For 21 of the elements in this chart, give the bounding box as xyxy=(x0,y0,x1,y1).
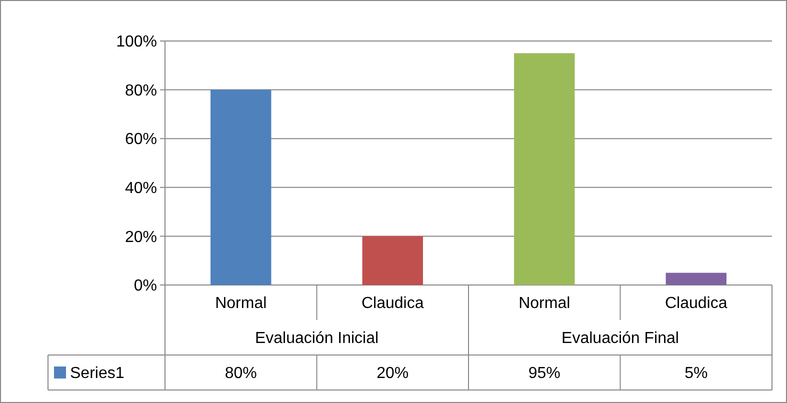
y-tick-label: 80% xyxy=(124,82,157,100)
x-tick-label: Normal xyxy=(518,295,570,312)
bar xyxy=(210,90,272,285)
y-tick-label: 100% xyxy=(116,34,157,51)
x-tick-label: Normal xyxy=(215,295,267,312)
bar xyxy=(514,53,575,285)
text: Evaluación Final xyxy=(562,330,679,348)
bar xyxy=(666,272,726,285)
legend-label: Series1 xyxy=(70,365,124,382)
data-label: 95% xyxy=(528,365,560,382)
data-label: 20% xyxy=(376,365,409,382)
y-tick-label: 40% xyxy=(124,180,157,197)
text: Evaluación Inicial xyxy=(254,330,379,348)
data-label: 80% xyxy=(224,365,257,382)
y-tick-label: 60% xyxy=(124,131,157,148)
y-tick-label: 0% xyxy=(134,278,157,295)
bar xyxy=(362,236,423,285)
x-tick-label: Claudica xyxy=(361,295,424,312)
data-label: 5% xyxy=(684,365,708,382)
x-tick-label: Claudica xyxy=(664,295,728,312)
y-tick-label: 20% xyxy=(124,228,157,246)
